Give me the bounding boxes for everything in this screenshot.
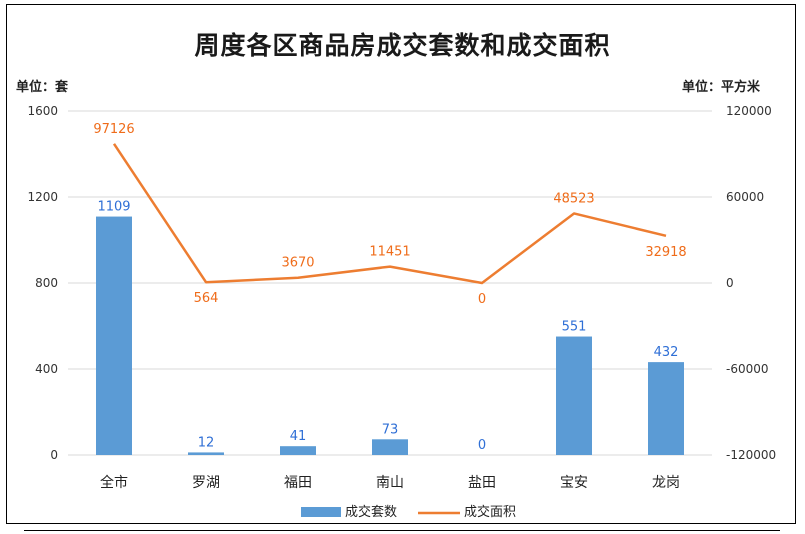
right-tick-label: -120000	[726, 448, 776, 462]
line-value-label: 97126	[93, 122, 134, 137]
gridlines	[68, 110, 712, 456]
line-value-label: 32918	[645, 245, 686, 260]
area-line	[112, 143, 667, 285]
left-tick-label: 1200	[27, 190, 58, 204]
data-labels: 1109 12 41 73 0 551 432 97126 564 3670 11451 0 48523…	[93, 122, 686, 453]
category-label: 福田	[284, 475, 312, 491]
legend-bar-label: 成交套数	[345, 504, 397, 520]
left-tick-label: 0	[50, 448, 58, 462]
right-axis-unit: 单位：平方米	[682, 80, 761, 95]
category-label: 全市	[100, 474, 128, 491]
bottom-rule	[24, 530, 780, 531]
right-tick-label: -60000	[726, 362, 769, 376]
left-tick-label: 1600	[27, 104, 58, 118]
category-label: 罗湖	[192, 475, 220, 491]
line-value-label: 3670	[281, 256, 314, 271]
bar	[648, 362, 684, 455]
left-tick-label: 400	[35, 362, 58, 376]
category-label: 宝安	[560, 475, 588, 491]
line-value-label: 11451	[369, 245, 410, 260]
category-label: 盐田	[468, 475, 496, 491]
line-value-label: 0	[478, 292, 486, 307]
right-tick-label: 60000	[726, 190, 764, 204]
bar	[280, 446, 316, 455]
bar-value-label: 1109	[97, 200, 130, 215]
bar-series	[96, 216, 684, 455]
bar-value-label: 551	[562, 320, 587, 335]
category-label: 南山	[376, 475, 404, 491]
category-label: 龙岗	[652, 475, 680, 491]
axis-ticks: 040080012001600-120000-60000060000120000…	[27, 104, 776, 491]
legend-line-label: 成交面积	[464, 504, 516, 520]
bar	[372, 439, 408, 455]
bar-value-label: 0	[478, 438, 486, 453]
chart-title: 周度各区商品房成交套数和成交面积	[194, 31, 611, 60]
right-tick-label: 0	[726, 276, 734, 290]
legend: 成交套数 成交面积	[301, 504, 516, 520]
right-tick-label: 120000	[726, 104, 772, 118]
left-axis-unit: 单位：套	[16, 80, 69, 95]
bar-value-label: 12	[198, 435, 215, 450]
bar	[188, 452, 224, 455]
legend-bar-swatch	[301, 507, 341, 517]
line-value-label: 564	[194, 291, 219, 306]
bar	[556, 336, 592, 455]
line-series	[112, 143, 667, 285]
bar	[96, 216, 132, 455]
bar-value-label: 432	[654, 345, 679, 360]
bar-value-label: 41	[290, 429, 307, 444]
left-tick-label: 800	[35, 276, 58, 290]
bar-value-label: 73	[382, 422, 399, 437]
line-value-label: 48523	[553, 191, 594, 206]
